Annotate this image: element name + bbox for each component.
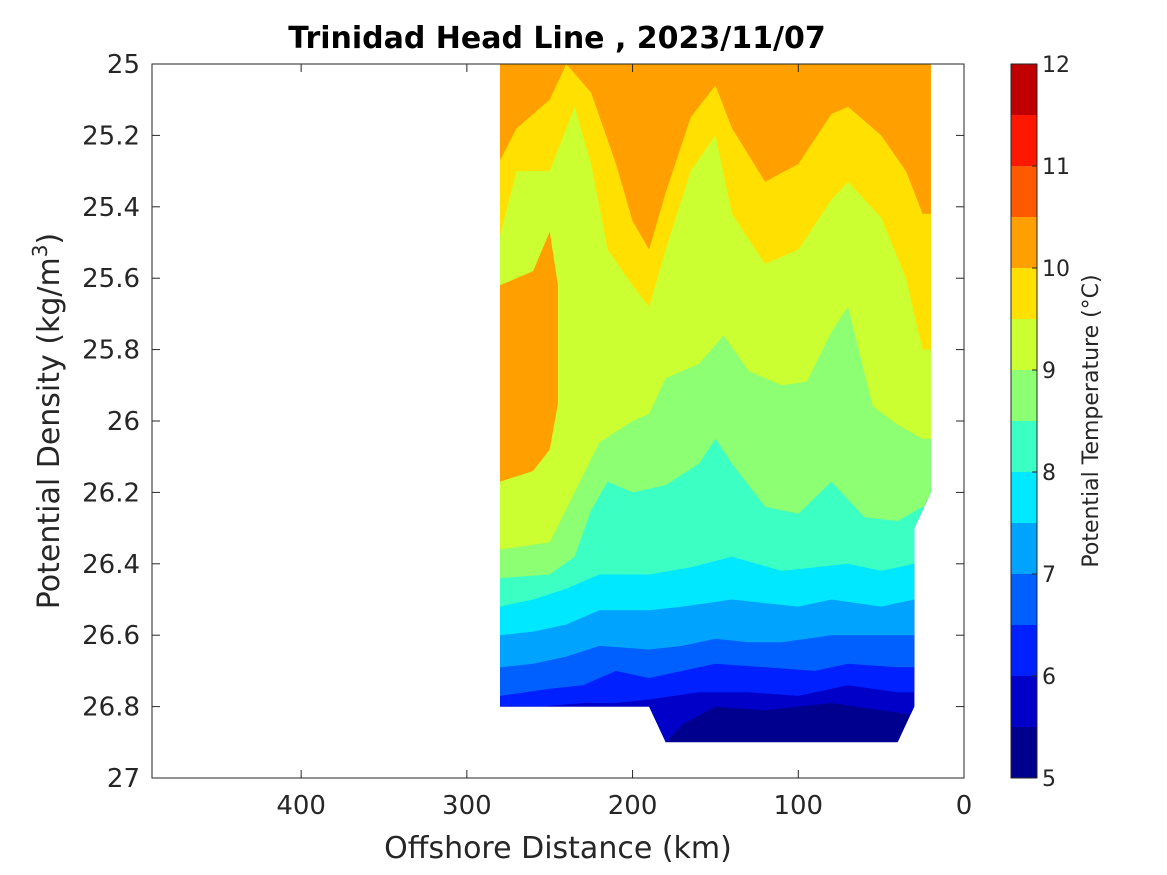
- y-axis: 25 25.2 25.4 25.6 25.8 26 26.2 26.4 26.6 26.8 27: [82, 50, 964, 794]
- colorbar-label: Potential Temperature (°C): [1079, 274, 1104, 567]
- colorbar: 5 6 7 8 9 10 11 12: [1010, 53, 1070, 792]
- colorbar-tick-label: 12: [1042, 53, 1070, 78]
- colorbar-tick-label: 8: [1042, 461, 1056, 486]
- colorbar-tick-label: 11: [1042, 155, 1070, 180]
- y-tick-label: 26.8: [82, 693, 140, 723]
- chart-title: Trinidad Head Line , 2023/11/07: [288, 21, 825, 56]
- colorbar-tick-label: 5: [1042, 767, 1056, 792]
- y-tick-label: 25: [107, 50, 140, 80]
- x-tick-label: 300: [442, 791, 492, 821]
- colorbar-swatch: [1011, 676, 1037, 727]
- contour-fill-area: [500, 64, 931, 743]
- y-tick-label: 26.2: [82, 478, 140, 508]
- y-axis-label: Potential Density (kg/m3): [28, 233, 67, 609]
- colorbar-swatch: [1011, 421, 1037, 472]
- colorbar-swatch: [1011, 727, 1037, 778]
- x-tick-label: 400: [276, 791, 326, 821]
- y-tick-label: 25.4: [82, 193, 140, 223]
- x-axis-label: Offshore Distance (km): [384, 831, 732, 866]
- y-tick-label: 25.2: [82, 121, 140, 151]
- colorbar-swatch: [1011, 523, 1037, 574]
- colorbar-tick-label: 6: [1042, 665, 1056, 690]
- colorbar-swatch: [1011, 166, 1037, 217]
- colorbar-swatch: [1011, 268, 1037, 319]
- colorbar-tick-label: 10: [1042, 257, 1070, 282]
- colorbar-swatch: [1011, 625, 1037, 676]
- colorbar-swatch: [1011, 319, 1037, 370]
- colorbar-swatch: [1011, 115, 1037, 166]
- y-tick-label: 26.6: [82, 621, 140, 651]
- warm-core-band: [500, 231, 558, 482]
- x-tick-label: 200: [608, 791, 658, 821]
- y-tick-label: 27: [107, 764, 140, 794]
- colorbar-tick-label: 7: [1042, 563, 1056, 588]
- colorbar-swatch: [1011, 217, 1037, 268]
- y-tick-label: 25.8: [82, 336, 140, 366]
- colorbar-swatch: [1011, 574, 1037, 625]
- colorbar-tick-label: 9: [1042, 359, 1056, 384]
- x-axis: 0 100 200 300 400: [276, 64, 972, 821]
- y-tick-label: 26.4: [82, 550, 140, 580]
- y-tick-label: 25.6: [82, 264, 140, 294]
- contour-band: [500, 64, 931, 250]
- y-tick-label: 26: [107, 407, 140, 437]
- colorbar-swatch: [1011, 64, 1037, 115]
- x-tick-label: 0: [956, 791, 973, 821]
- colorbar-swatch: [1011, 472, 1037, 523]
- colorbar-frame: [1010, 63, 1038, 779]
- colorbar-swatch: [1011, 370, 1037, 421]
- x-tick-label: 100: [773, 791, 823, 821]
